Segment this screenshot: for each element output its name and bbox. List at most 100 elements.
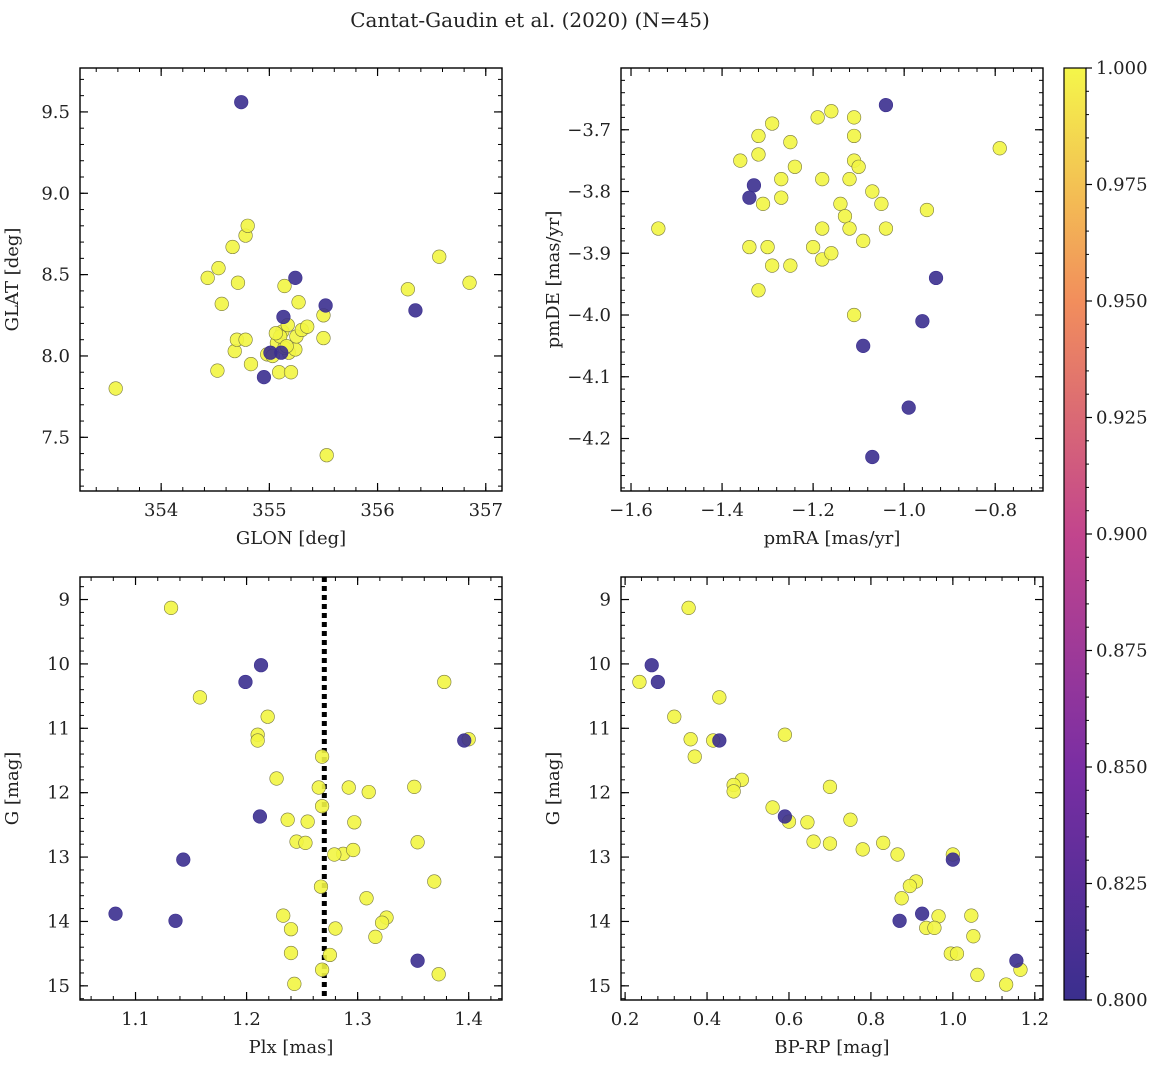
member-point-high-prob — [327, 847, 342, 862]
colorbar-tick-label: 0.950 — [1096, 291, 1148, 312]
x-tick-label: −1.0 — [882, 500, 926, 521]
colorbar-tick-label: 0.850 — [1096, 757, 1148, 778]
y-tick-label: 8.0 — [41, 346, 70, 367]
member-point-high-prob — [163, 600, 179, 616]
y-tick-label: 12 — [588, 783, 611, 804]
member-point-low-prob — [318, 298, 333, 313]
member-point-high-prob — [313, 879, 329, 894]
y-axis-label: GLAT [deg] — [2, 228, 23, 332]
x-axis-label: pmRA [mas/yr] — [764, 528, 901, 549]
x-tick-label: 1.2 — [1020, 1009, 1049, 1030]
member-point-low-prob — [408, 303, 423, 318]
member-point-low-prob — [253, 658, 269, 673]
member-point-high-prob — [856, 233, 871, 249]
member-point-high-prob — [966, 929, 981, 944]
colorbar-gradient — [1063, 67, 1087, 1001]
member-point-low-prob — [644, 658, 659, 673]
member-point-high-prob — [230, 275, 246, 290]
member-point-high-prob — [427, 874, 442, 889]
member-point-low-prob — [1009, 953, 1024, 968]
x-tick-label: 1.4 — [454, 1009, 483, 1030]
member-point-low-prob — [252, 809, 268, 824]
member-point-high-prob — [271, 365, 287, 380]
member-point-high-prob — [280, 812, 295, 827]
x-tick-label: 354 — [144, 500, 178, 521]
member-point-high-prob — [949, 946, 965, 961]
scatter-points — [632, 600, 1028, 992]
member-point-high-prob — [800, 815, 815, 830]
member-point-low-prob — [915, 314, 930, 329]
y-tick-label: 10 — [588, 654, 611, 675]
member-point-high-prob — [894, 891, 909, 906]
member-point-high-prob — [765, 800, 780, 815]
member-point-high-prob — [200, 270, 215, 285]
member-point-high-prob — [999, 977, 1014, 992]
member-point-high-prob — [368, 929, 383, 945]
member-point-high-prob — [833, 196, 848, 211]
y-tick-label: 9 — [59, 590, 70, 611]
colorbar-tick-label: 1.000 — [1096, 58, 1148, 79]
member-point-high-prob — [300, 319, 315, 334]
y-tick-label: −4.1 — [567, 367, 611, 388]
y-tick-label: 14 — [588, 911, 611, 932]
member-point-high-prob — [374, 915, 390, 930]
x-axis-label: Plx [mas] — [249, 1037, 334, 1058]
member-point-high-prob — [742, 239, 757, 255]
member-point-high-prob — [806, 239, 821, 255]
y-axis-label: G [mag] — [2, 752, 23, 825]
member-point-high-prob — [878, 221, 894, 236]
colorbar-tick-label: 0.875 — [1096, 641, 1148, 662]
y-tick-label: −3.9 — [567, 243, 611, 264]
panel-bprp-g: 0.2 0.4 0.6 0.8 1.0 1.2 9 10 11 12 13 14 15 BP-RP [ma… — [543, 576, 1049, 1058]
member-point-high-prob — [822, 779, 838, 794]
member-point-low-prob — [288, 270, 303, 285]
member-point-high-prob — [927, 920, 942, 935]
member-point-low-prob — [176, 852, 191, 867]
panel-glon-glat: 354 355 356 357 7.5 8.0 8.5 9.0 9.5 GLON [deg] GLA… — [2, 67, 503, 549]
member-point-low-prob — [274, 345, 289, 360]
member-point-high-prob — [291, 295, 306, 310]
panel-frame — [79, 576, 503, 1001]
member-point-high-prob — [787, 159, 802, 174]
member-point-high-prob — [815, 172, 830, 187]
y-tick-label: 12 — [47, 783, 70, 804]
member-point-high-prob — [316, 330, 331, 346]
member-point-low-prob — [746, 178, 762, 193]
x-tick-label: −1.6 — [609, 500, 653, 521]
member-point-high-prob — [777, 727, 792, 742]
y-tick-label: 9 — [600, 590, 611, 611]
member-point-low-prob — [777, 809, 792, 824]
y-tick-label: 15 — [47, 976, 70, 997]
y-tick-label: 13 — [47, 847, 70, 868]
member-point-low-prob — [928, 270, 944, 286]
y-tick-label: 14 — [47, 911, 70, 932]
member-point-high-prob — [851, 159, 866, 174]
member-point-high-prob — [687, 749, 702, 764]
colorbar-tick-label: 0.825 — [1096, 874, 1148, 895]
x-tick-label: 357 — [469, 500, 503, 521]
member-point-high-prob — [876, 835, 891, 851]
y-tick-label: −4.2 — [567, 429, 611, 450]
member-point-high-prob — [283, 945, 299, 961]
member-point-high-prob — [765, 116, 780, 131]
member-point-high-prob — [846, 110, 862, 125]
x-axis-label: BP-RP [mag] — [774, 1037, 889, 1058]
member-point-high-prob — [760, 239, 775, 255]
member-point-high-prob — [347, 815, 362, 830]
member-point-high-prob — [462, 275, 477, 290]
member-point-high-prob — [751, 283, 766, 298]
colorbar-tick-label: 0.800 — [1096, 990, 1148, 1011]
member-point-high-prob — [874, 196, 889, 211]
x-tick-label: 1.3 — [343, 1009, 372, 1030]
member-point-high-prob — [815, 221, 830, 236]
colorbar-tick-label: 0.975 — [1096, 175, 1148, 196]
member-point-high-prob — [322, 947, 337, 963]
member-point-high-prob — [765, 258, 780, 273]
y-tick-label: 9.0 — [41, 183, 70, 204]
member-point-low-prob — [856, 338, 871, 353]
colorbar-tick-label: 0.900 — [1096, 524, 1148, 545]
y-tick-label: 8.5 — [41, 265, 70, 286]
member-point-high-prob — [964, 908, 979, 923]
member-point-high-prob — [250, 733, 265, 748]
colorbar-tick-label: 0.925 — [1096, 408, 1148, 429]
